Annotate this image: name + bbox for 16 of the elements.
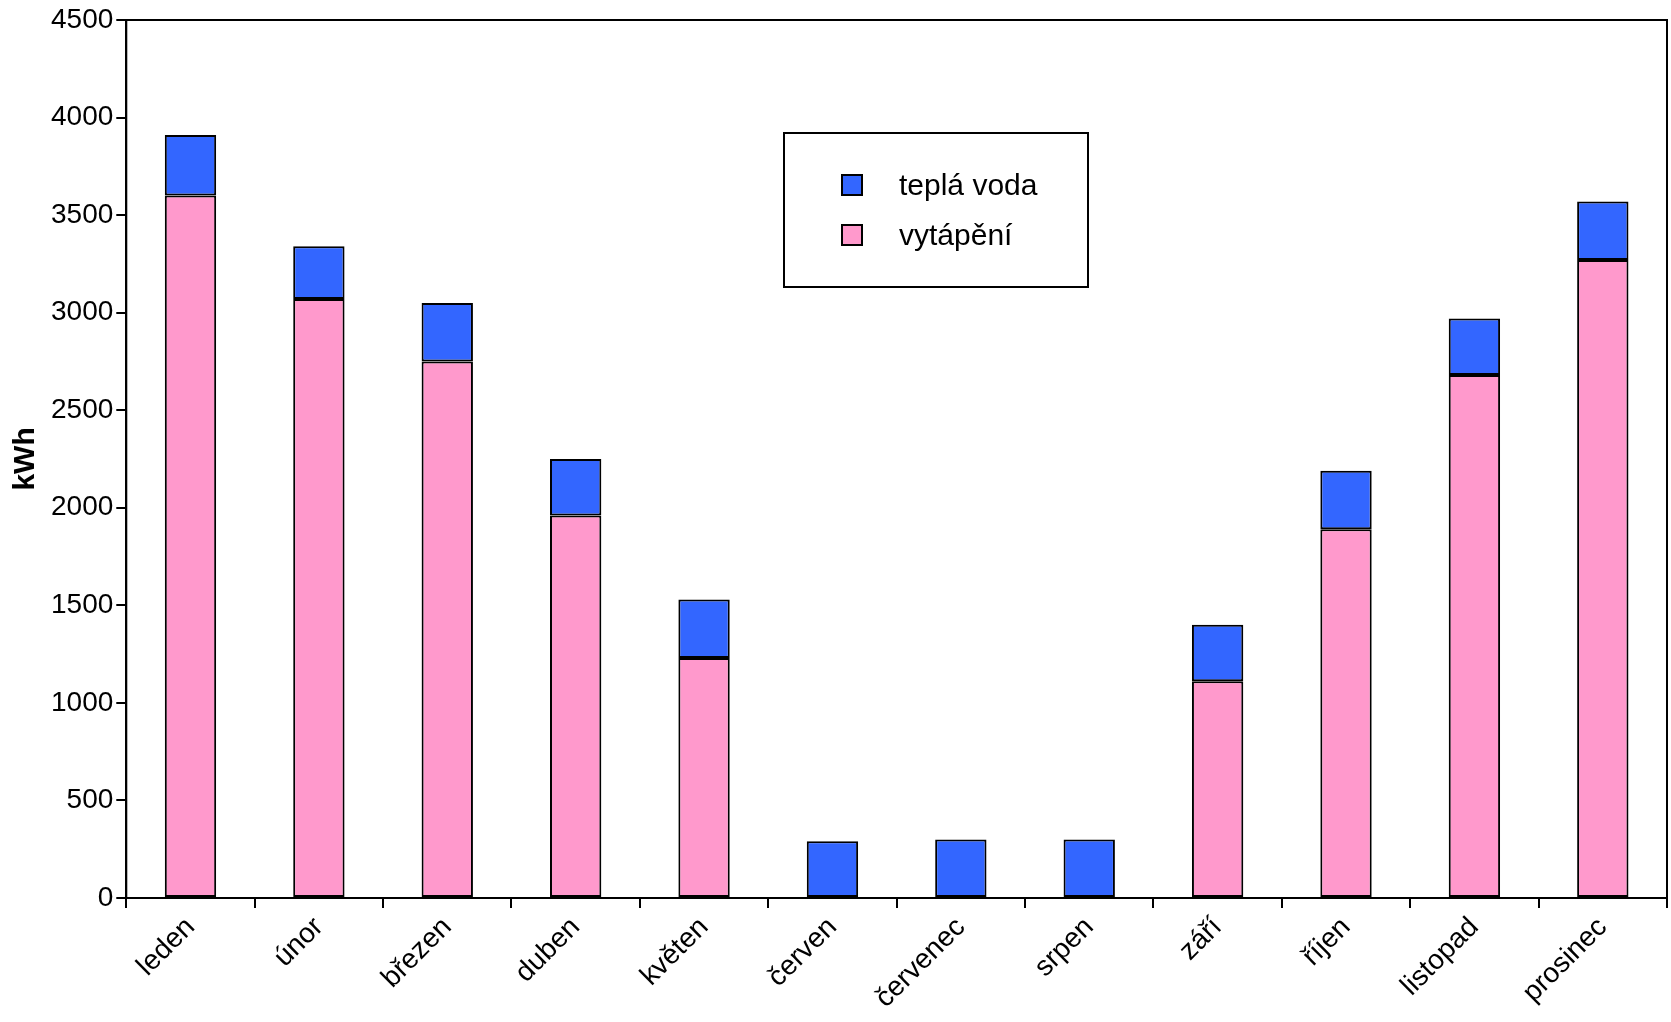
x-tick-label: září xyxy=(1172,910,1228,966)
y-tick-label: 3000 xyxy=(50,295,114,327)
x-tick-label: říjen xyxy=(1295,910,1356,971)
legend-label: vytápění xyxy=(899,218,1013,252)
y-tick-label: 2500 xyxy=(50,392,114,424)
y-tick-label: 4500 xyxy=(50,2,114,34)
y-tick-label: 500 xyxy=(66,783,114,815)
x-tick-label: únor xyxy=(267,910,329,973)
y-tick-label: 2000 xyxy=(50,490,114,522)
y-tick-label: 1500 xyxy=(50,587,114,619)
y-tick-label: 1000 xyxy=(50,685,114,717)
y-tick-label: 4000 xyxy=(50,100,114,132)
legend-label: teplá voda xyxy=(899,168,1038,202)
y-axis-title: kWh xyxy=(7,427,41,491)
y-tick-label: 0 xyxy=(97,880,114,912)
y-tick-label: 3500 xyxy=(50,197,114,229)
